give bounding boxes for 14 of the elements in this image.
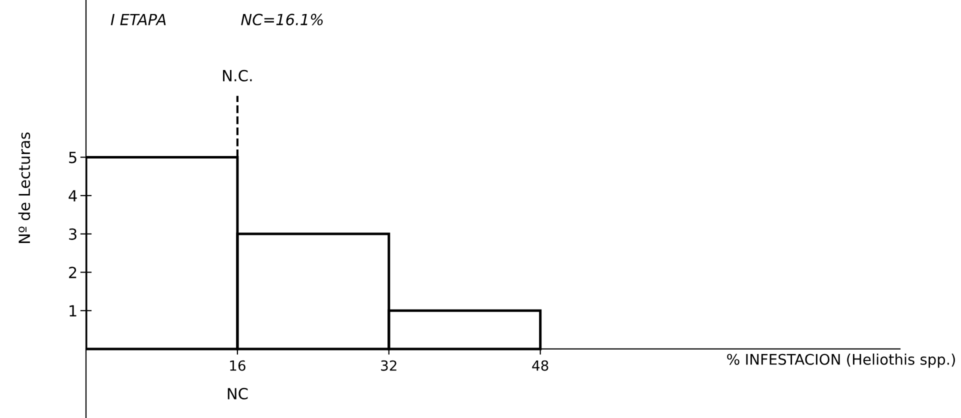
text: I ETAPA xyxy=(110,14,166,26)
ref-line-label: N.C. xyxy=(223,70,252,82)
y-tick-label: 3 xyxy=(69,228,76,240)
y-tick-label: 4 xyxy=(68,190,77,202)
x-axis-title: % INFESTACION (Heliothis spp.) xyxy=(727,354,955,368)
x-tick-label: 48 xyxy=(532,360,548,371)
y-axis-title: Nº de Lecturas xyxy=(18,132,30,243)
text: NC=16.1% xyxy=(241,14,323,26)
x-tick-label: 16 xyxy=(230,360,246,371)
x-tick-label: 32 xyxy=(381,360,396,371)
annotation: NC xyxy=(228,388,248,400)
y-tick-label: 1 xyxy=(70,305,76,316)
y-tick-label: 5 xyxy=(69,152,76,164)
y-tick-label: 2 xyxy=(69,266,76,278)
